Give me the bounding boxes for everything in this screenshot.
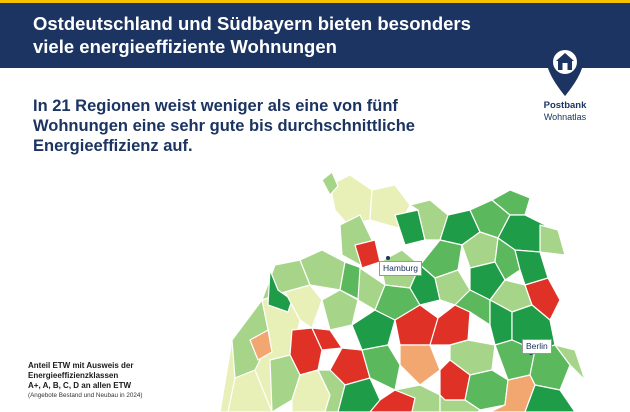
header-banner: Ostdeutschland und Südbayern bieten beso…: [0, 0, 630, 68]
house-pin-icon: [547, 44, 583, 96]
map-region: [321, 289, 359, 331]
map-region: [249, 329, 273, 361]
city-label-hamburg: Hamburg: [379, 261, 422, 276]
map-region: [361, 344, 401, 391]
legend-title: Anteil ETW mit Ausweis der Energieeffizi…: [28, 361, 228, 391]
title-line-1: Ostdeutschland und Südbayern bieten beso…: [33, 13, 471, 34]
map-region: [429, 304, 471, 346]
legend: Anteil ETW mit Ausweis der Energieeffizi…: [28, 361, 228, 400]
map-region: [539, 224, 566, 256]
map-region: [317, 369, 346, 412]
legend-title-line-1: Anteil ETW mit Ausweis der: [28, 361, 134, 370]
map-region: [399, 344, 441, 386]
map-region: [284, 284, 323, 329]
map-region: [267, 269, 293, 313]
choropleth-map: [219, 171, 586, 412]
map-region: [554, 344, 586, 381]
logo-name: Postbank: [543, 100, 587, 111]
logo-subtitle: Wohnatlas: [543, 112, 587, 122]
legend-note: (Angebote Bestand und Neubau in 2024): [28, 392, 143, 399]
map-region: [439, 394, 481, 412]
map-region: [524, 277, 561, 321]
postbank-logo: Postbank Wohnatlas: [540, 42, 590, 132]
page-title: Ostdeutschland und Südbayern bieten beso…: [33, 12, 503, 58]
legend-title-line-3: A+, A, B, C, D an allen ETW: [28, 381, 132, 390]
subhead-line-2: Wohnungen eine sehr gute bis durchschnit…: [33, 117, 415, 135]
map-region: [227, 369, 273, 412]
map-region: [321, 171, 339, 196]
map-region: [394, 384, 441, 412]
legend-title-line-2: Energieeffizienzklassen: [28, 371, 119, 380]
subhead-line-3: Energieeffizienz auf.: [33, 137, 193, 155]
map-region: [491, 189, 531, 216]
subheadline: In 21 Regionen weist weniger als eine vo…: [33, 96, 453, 156]
hamburg-marker: [386, 256, 390, 260]
map-region: [454, 289, 491, 326]
map-region: [524, 384, 576, 412]
city-label-berlin: Berlin: [522, 339, 552, 354]
subhead-line-1: In 21 Regionen weist weniger als eine vo…: [33, 97, 398, 115]
title-line-2: viele energieeffiziente Wohnungen: [33, 36, 337, 57]
map-region: [351, 309, 396, 351]
